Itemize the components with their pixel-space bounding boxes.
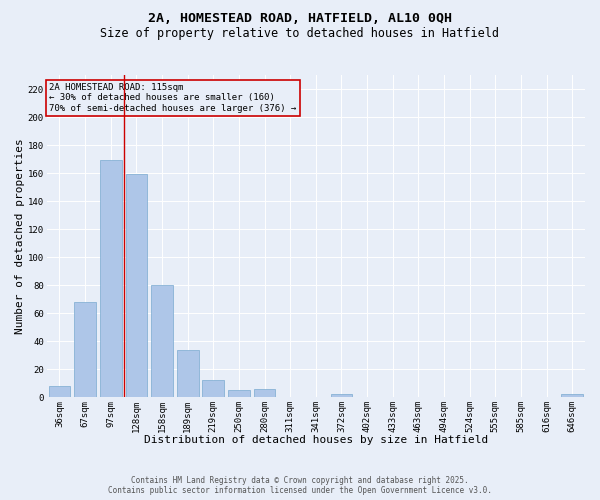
Bar: [228, 390, 250, 397]
Bar: [331, 394, 352, 397]
Text: 2A, HOMESTEAD ROAD, HATFIELD, AL10 0QH: 2A, HOMESTEAD ROAD, HATFIELD, AL10 0QH: [148, 12, 452, 26]
Bar: [49, 386, 70, 397]
Bar: [202, 380, 224, 397]
Bar: [561, 394, 583, 397]
Bar: [151, 285, 173, 397]
Text: 2A HOMESTEAD ROAD: 115sqm
← 30% of detached houses are smaller (160)
70% of semi: 2A HOMESTEAD ROAD: 115sqm ← 30% of detac…: [49, 83, 296, 113]
Bar: [74, 302, 96, 397]
Bar: [177, 350, 199, 397]
X-axis label: Distribution of detached houses by size in Hatfield: Distribution of detached houses by size …: [144, 435, 488, 445]
Text: Contains HM Land Registry data © Crown copyright and database right 2025.
Contai: Contains HM Land Registry data © Crown c…: [108, 476, 492, 495]
Text: Size of property relative to detached houses in Hatfield: Size of property relative to detached ho…: [101, 28, 499, 40]
Bar: [125, 174, 147, 397]
Y-axis label: Number of detached properties: Number of detached properties: [15, 138, 25, 334]
Bar: [100, 160, 122, 397]
Bar: [254, 389, 275, 397]
